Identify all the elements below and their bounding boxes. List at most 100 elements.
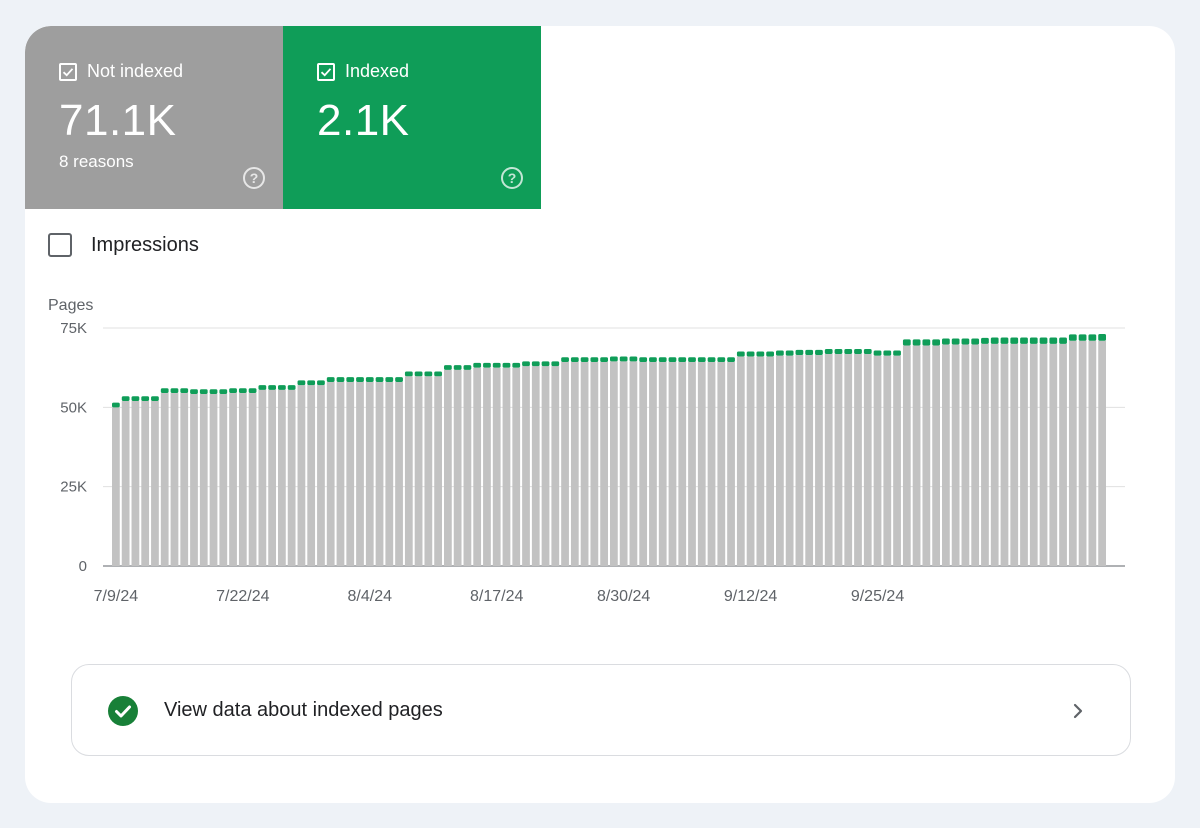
bar-not-indexed xyxy=(307,385,316,566)
bar-not-indexed xyxy=(248,393,257,566)
bar-indexed xyxy=(248,388,257,394)
not-indexed-tile[interactable]: Not indexed 71.1K 8 reasons ? xyxy=(25,26,283,209)
bar-indexed xyxy=(951,338,960,345)
bar-indexed xyxy=(1049,337,1058,344)
bar-indexed xyxy=(961,338,970,345)
bar-indexed xyxy=(112,402,120,408)
bar-not-indexed xyxy=(707,361,716,566)
bar-not-indexed xyxy=(717,361,726,566)
bar-indexed xyxy=(141,396,150,401)
bar-not-indexed xyxy=(785,355,794,566)
bar-indexed xyxy=(717,357,726,362)
bar-not-indexed xyxy=(395,381,403,566)
bar-indexed xyxy=(619,356,628,362)
indexed-tile[interactable]: Indexed 2.1K ? xyxy=(283,26,541,209)
bar-indexed xyxy=(385,377,394,382)
bar-indexed xyxy=(492,362,501,368)
bar-not-indexed xyxy=(297,385,306,566)
indexed-checkbox[interactable] xyxy=(317,63,335,81)
bar-indexed xyxy=(199,389,208,395)
bar-indexed xyxy=(278,385,286,390)
not-indexed-checkbox[interactable] xyxy=(59,63,77,81)
bar-indexed xyxy=(668,357,677,362)
bar-indexed xyxy=(863,348,872,355)
bar-not-indexed xyxy=(121,400,130,566)
not-indexed-count: 71.1K xyxy=(59,96,177,145)
bar-not-indexed xyxy=(776,355,784,566)
bar-indexed xyxy=(121,396,130,401)
bar-not-indexed xyxy=(844,354,853,566)
bar-not-indexed xyxy=(414,376,423,566)
bar-not-indexed xyxy=(385,381,394,566)
bar-indexed xyxy=(1078,334,1087,341)
bar-indexed xyxy=(346,377,355,382)
bar-not-indexed xyxy=(727,361,735,566)
bar-not-indexed xyxy=(365,381,374,566)
bar-not-indexed xyxy=(151,400,159,566)
bar-not-indexed xyxy=(1010,343,1019,566)
bar-indexed xyxy=(873,350,882,356)
bar-indexed xyxy=(727,357,735,362)
bar-not-indexed xyxy=(209,394,218,566)
view-indexed-pages-button[interactable]: View data about indexed pages xyxy=(71,664,1131,756)
bar-not-indexed xyxy=(805,354,814,566)
bar-indexed xyxy=(649,357,657,362)
bar-not-indexed xyxy=(1098,340,1106,566)
bar-indexed xyxy=(707,357,716,362)
bar-indexed xyxy=(902,339,911,346)
bar-indexed xyxy=(561,357,569,362)
bar-indexed xyxy=(658,357,667,362)
bar-not-indexed xyxy=(404,376,413,566)
bar-not-indexed xyxy=(199,394,208,566)
bar-not-indexed xyxy=(160,393,169,566)
bar-indexed xyxy=(541,361,550,367)
bar-not-indexed xyxy=(190,394,198,566)
bar-indexed xyxy=(912,339,921,346)
bar-indexed xyxy=(170,388,179,394)
bar-not-indexed xyxy=(1088,340,1097,566)
bar-indexed xyxy=(180,388,189,394)
bar-not-indexed xyxy=(863,354,872,566)
bar-indexed xyxy=(551,361,560,367)
bar-indexed xyxy=(1098,334,1106,341)
impressions-label: Impressions xyxy=(91,234,199,256)
bar-not-indexed xyxy=(873,355,882,566)
bar-not-indexed xyxy=(1078,340,1087,566)
bar-not-indexed xyxy=(463,369,472,566)
bar-not-indexed xyxy=(356,381,364,566)
impressions-checkbox[interactable] xyxy=(48,233,72,257)
bar-indexed xyxy=(629,356,638,362)
bar-indexed xyxy=(795,349,804,355)
bar-not-indexed xyxy=(531,366,540,566)
checkmark-icon xyxy=(62,68,74,77)
y-axis-title: Pages xyxy=(48,297,93,314)
bar-not-indexed xyxy=(1039,343,1048,566)
bar-indexed xyxy=(131,396,140,401)
bar-not-indexed xyxy=(619,361,628,566)
bar-indexed xyxy=(570,357,579,362)
bar-indexed xyxy=(600,357,608,362)
help-icon[interactable]: ? xyxy=(243,167,265,189)
bar-indexed xyxy=(610,356,618,362)
x-tick-label: 7/22/24 xyxy=(216,588,269,605)
bar-not-indexed xyxy=(922,345,931,566)
bar-not-indexed xyxy=(1000,343,1009,566)
bar-indexed xyxy=(512,362,521,368)
bar-indexed xyxy=(463,365,472,370)
bar-indexed xyxy=(688,357,696,362)
bar-indexed xyxy=(834,348,843,355)
bar-not-indexed xyxy=(561,361,569,566)
bar-not-indexed xyxy=(541,366,550,566)
bar-not-indexed xyxy=(180,393,189,566)
bar-not-indexed xyxy=(990,343,999,566)
bar-indexed xyxy=(756,351,765,357)
bar-not-indexed xyxy=(336,381,345,566)
bar-not-indexed xyxy=(570,361,579,566)
bar-not-indexed xyxy=(961,344,970,566)
bar-indexed xyxy=(824,348,833,355)
help-icon[interactable]: ? xyxy=(501,167,523,189)
bar-indexed xyxy=(522,361,530,367)
bar-indexed xyxy=(736,351,745,357)
bar-not-indexed xyxy=(258,389,267,566)
bar-indexed xyxy=(990,337,999,344)
